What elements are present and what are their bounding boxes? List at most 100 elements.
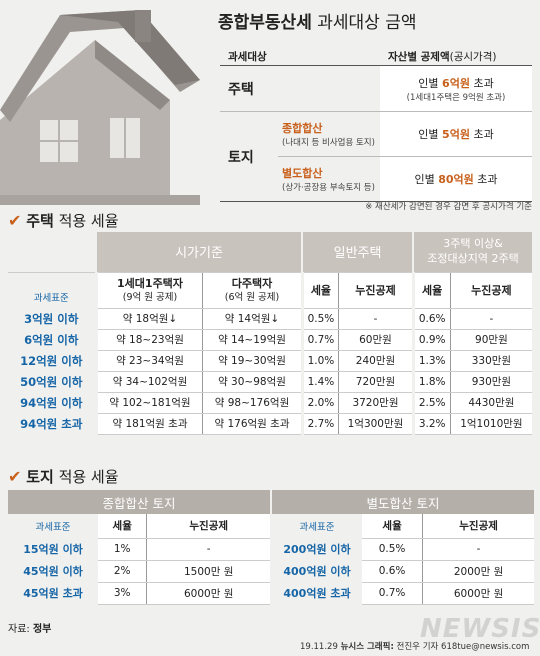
col-std: 과세표준	[33, 293, 69, 304]
table-row: 3억원 이하 약 18억원↓ 약 14억원↓ 0.5% -0.6% -	[8, 308, 532, 330]
header-deduction-sub: (공시가격)	[449, 51, 497, 63]
cell-multi: 약 14억원↓	[202, 308, 302, 330]
cell-d2: 930만원	[449, 371, 532, 393]
land-comp-desc: (나대지 등 비사업용 토지)	[282, 138, 375, 148]
header-deduction: 자산별 공제액	[388, 51, 450, 63]
check-icon: ✔	[8, 467, 22, 486]
col-multi-sub: (6억 원 공제)	[224, 291, 280, 303]
table-row: 12억원 이하 약 23~34억원 약 19~30억원 1.0% 240만원 1.3% 33…	[8, 350, 532, 372]
check-icon: ✔	[8, 211, 22, 230]
cell-single: 약 102~181억원	[94, 392, 203, 414]
cell-r2: 0.6%	[411, 308, 451, 330]
cell-deduct: -	[422, 538, 534, 561]
land-sep-title: 별도합산 토지	[272, 490, 534, 514]
corner-cell	[8, 232, 96, 273]
land-sep-desc: (상가·공장용 부속토지 등)	[282, 183, 375, 193]
table-row: 6억원 이하 약 18~23억원 약 14~19억원 0.7% 60만원 0.9% 90만원	[8, 329, 532, 351]
cell-d1: 60만원	[338, 329, 414, 351]
cell-rate: 3%	[98, 582, 147, 605]
col-rate-2: 세율	[411, 272, 451, 309]
cell-r2: 0.9%	[411, 329, 451, 351]
land-sep-pre: 인별	[414, 173, 439, 186]
table-row: 50억원 이하 약 34~102억원 약 30~98억원 1.4% 720만원 1.8% 9…	[8, 371, 532, 393]
land-sep-table: 별도합산 토지 과세표준 세율 누진공제 200억원 이하 0.5% -400억원 …	[272, 490, 534, 605]
cell-rate: 2%	[98, 560, 147, 583]
tax-row-land: 토지 종합합산 (나대지 등 비사업용 토지) 인별 5억원 초과 별도합산 (…	[220, 112, 532, 202]
table-row: 94억원 이하 약 102~181억원 약 98~176억원 2.0% 3720만원 2.…	[8, 392, 532, 414]
cell-std: 400억원 이하	[283, 565, 351, 578]
cell-std: 3억원 이하	[24, 311, 79, 326]
land-comp-title: 종합합산 토지	[8, 490, 270, 514]
cell-deduct: 1500만 원	[146, 560, 270, 583]
land-comp-col-rate: 세율	[98, 514, 147, 539]
cell-d1: 3720만원	[338, 392, 414, 414]
table-row: 400억원 이하 0.6% 2000만 원	[272, 560, 534, 583]
house-post: 초과	[469, 76, 494, 90]
cell-r1: 2.7%	[300, 413, 339, 435]
cell-std: 15억원 이하	[23, 543, 83, 556]
cell-multi: 약 98~176억원	[202, 392, 302, 414]
cell-d2: 1억1010만원	[449, 413, 532, 435]
land-sep-name: 별도합산	[282, 167, 323, 180]
cell-std: 50억원 이하	[20, 374, 83, 389]
house-sub: (1세대1주택은 9억원 초과)	[406, 92, 506, 103]
land-comp-col-deduct: 누진공제	[146, 514, 270, 539]
cell-r2: 1.8%	[411, 371, 451, 393]
note: ※ 재산세가 감면된 경우 감면 후 공시가격 기준	[365, 202, 532, 212]
cell-d2: -	[449, 308, 532, 330]
land-comp-subheader: 과세표준 세율 누진공제	[8, 514, 270, 539]
col-deduct-2: 누진공제	[449, 272, 532, 309]
col-single: 1세대1주택자	[117, 276, 183, 290]
cell-single: 약 18~23억원	[94, 329, 203, 351]
cell-multi: 약 176억원 초과	[202, 413, 302, 435]
table-row: 200억원 이하 0.5% -	[272, 538, 534, 561]
house-section-title: ✔ 주택 적용 세율	[8, 210, 119, 231]
cell-deduct: 2000만 원	[422, 560, 534, 583]
land-sep-amount: 80억원	[438, 173, 474, 186]
house-section-rest: 적용 세율	[53, 212, 119, 230]
cell-std: 400억원 초과	[283, 587, 351, 600]
watermark: NEWSIS	[420, 614, 540, 644]
cell-single: 약 34~102억원	[94, 371, 203, 393]
cell-deduct: -	[146, 538, 270, 561]
cell-rate: 0.6%	[362, 560, 423, 583]
cell-std: 45억원 초과	[23, 587, 83, 600]
cell-single: 약 23~34억원	[94, 350, 203, 372]
table-row: 400억원 초과 0.7% 6000만 원	[272, 582, 534, 605]
cell-r2: 2.5%	[411, 392, 451, 414]
cell-d1: 240만원	[338, 350, 414, 372]
land-comp-col-std: 과세표준	[35, 522, 71, 533]
cell-rate: 0.5%	[362, 538, 423, 561]
land-label: 토지	[228, 149, 254, 166]
house-amount: 6억원	[442, 76, 470, 90]
cell-r1: 1.4%	[300, 371, 339, 393]
table-row: 15억원 이하 1% -	[8, 538, 270, 561]
page-title: 종합부동산세 과세대상 금액	[218, 13, 417, 33]
cell-r2: 1.3%	[411, 350, 451, 372]
table-row: 45억원 초과 3% 6000만 원	[8, 582, 270, 605]
cell-d2: 330만원	[449, 350, 532, 372]
land-sep-col-std: 과세표준	[299, 522, 335, 533]
house-label: 주택	[228, 81, 254, 98]
land-sep-post: 초과	[473, 173, 498, 186]
land-section-bold: 토지	[26, 468, 54, 486]
tax-target-header: 과세대상 자산별 공제액(공시가격)	[220, 48, 532, 66]
tax-target-table: 과세대상 자산별 공제액(공시가격) 주택 인별 6억원 초과 (1세대1주택은…	[220, 48, 532, 202]
cell-r1: 0.5%	[300, 308, 339, 330]
cell-rate: 1%	[98, 538, 147, 561]
land-comp-name: 종합합산	[282, 122, 323, 135]
house-pre: 인별	[418, 76, 443, 90]
land-comp-table: 종합합산 토지 과세표준 세율 누진공제 15억원 이하 1% - 45억원 이하 2%…	[8, 490, 270, 605]
land-sep-col-rate: 세율	[362, 514, 423, 539]
col-single-sub: (9억 원 공제)	[122, 291, 178, 303]
cell-std: 45억원 이하	[23, 565, 83, 578]
house-rate-table: 시가기준 일반주택 3주택 이상& 조정대상지역 2주택 과세표준 1세대1주택자…	[8, 232, 532, 435]
header-market: 시가기준	[95, 232, 302, 273]
credit: 19.11.29 뉴시스 그래픽: 전진우 기자 618tue@newsis.c…	[300, 642, 530, 652]
header-general: 일반주택	[300, 232, 414, 273]
cell-std: 6억원 이하	[24, 332, 79, 347]
cell-rate: 0.7%	[362, 582, 423, 605]
cell-single: 약 181억원 초과	[94, 413, 203, 435]
source: 자료: 정부	[8, 624, 52, 635]
land-section-title: ✔ 토지 적용 세율	[8, 466, 119, 487]
